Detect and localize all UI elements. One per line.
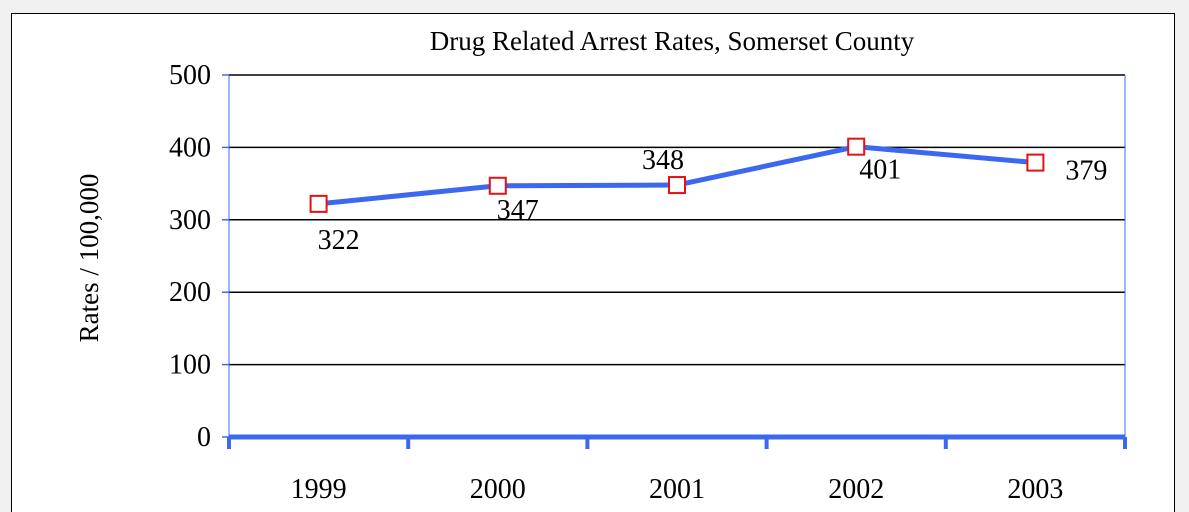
data-label: 347 xyxy=(497,195,539,226)
data-point-marker xyxy=(1026,153,1045,172)
y-tick-label: 300 xyxy=(169,205,211,236)
data-label: 322 xyxy=(318,225,360,256)
series-layer xyxy=(309,137,1045,213)
y-tick-label: 400 xyxy=(169,132,211,163)
x-tick-label: 2000 xyxy=(470,474,526,505)
y-axis-label: Rates / 100,000 xyxy=(74,174,104,343)
y-tick-label: 200 xyxy=(169,277,211,308)
x-tick-label: 2002 xyxy=(828,474,884,505)
data-label: 401 xyxy=(859,155,901,186)
x-tick-labels: 1999 2000 2001 2002 2003 xyxy=(291,474,1064,505)
x-tick-label: 2003 xyxy=(1007,474,1063,505)
data-labels: 322 347 348 401 379 xyxy=(318,145,1108,256)
data-label: 379 xyxy=(1065,156,1107,187)
data-point-marker xyxy=(847,137,866,156)
y-tick-label: 500 xyxy=(169,60,211,91)
data-point-marker xyxy=(668,176,686,195)
y-tick-label: 100 xyxy=(169,350,211,381)
y-tick-label: 0 xyxy=(197,422,211,453)
y-tick-labels: 0 100 200 300 400 500 xyxy=(169,60,211,453)
gridlines xyxy=(229,74,1125,366)
x-tick-label: 2001 xyxy=(649,474,705,505)
chart-title: Drug Related Arrest Rates, Somerset Coun… xyxy=(430,26,915,56)
data-label: 348 xyxy=(642,145,684,176)
x-tick-label: 1999 xyxy=(291,474,347,505)
chart-frame xyxy=(11,13,1175,512)
data-point-marker xyxy=(488,176,507,195)
axes xyxy=(222,74,1127,449)
data-point-marker xyxy=(309,194,328,213)
